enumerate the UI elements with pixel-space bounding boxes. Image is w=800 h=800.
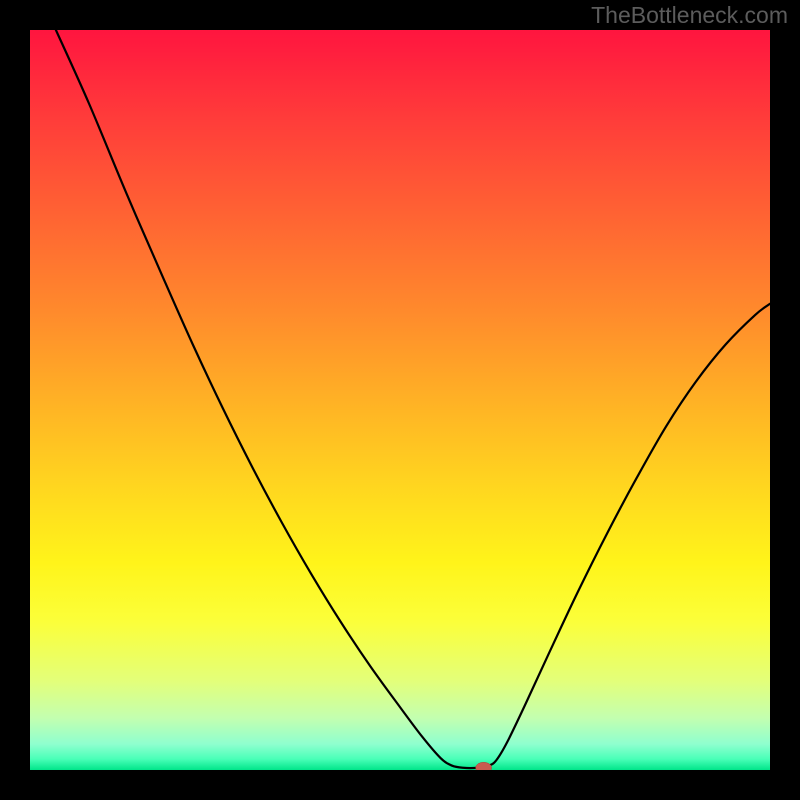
watermark-label: TheBottleneck.com	[591, 2, 788, 29]
chart-container: TheBottleneck.com	[0, 0, 800, 800]
plot-background	[30, 30, 770, 770]
plot-area	[30, 30, 770, 770]
